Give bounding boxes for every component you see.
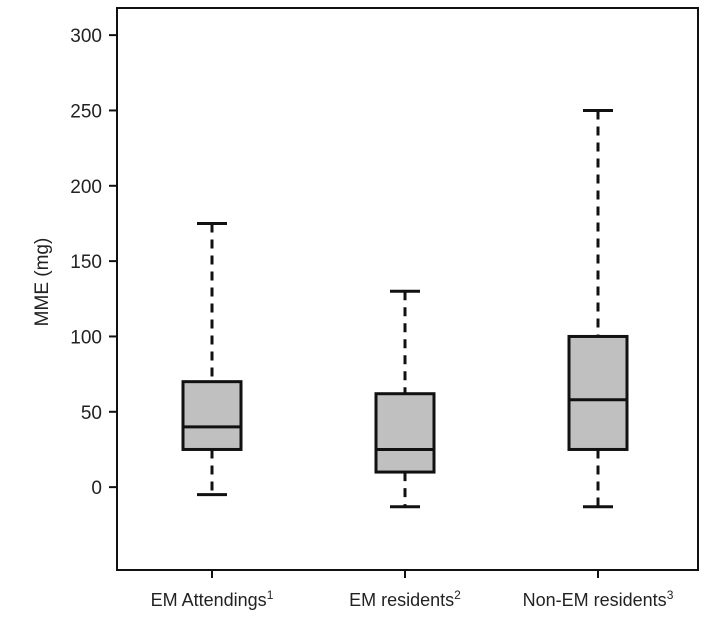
box-group-1 (181, 221, 243, 497)
x-tick-label-3: Non-EM residents3 (523, 588, 674, 610)
iqr-box (181, 380, 243, 451)
box-group-2 (374, 289, 436, 509)
x-tick-label-1: EM Attendings1 (151, 588, 274, 610)
y-tick-label-200: 200 (70, 177, 102, 198)
box-group-3 (567, 108, 629, 509)
y-tick-label-0: 0 (91, 478, 102, 499)
plot-frame (116, 7, 699, 571)
y-tick-label-100: 100 (70, 327, 102, 348)
y-tick-label-50: 50 (81, 403, 102, 424)
iqr-box (567, 334, 629, 451)
iqr-box (374, 392, 436, 474)
y-tick-label-300: 300 (70, 26, 102, 47)
x-tick-label-2: EM residents2 (349, 588, 461, 610)
y-axis-label: MME (mg) (32, 238, 53, 327)
y-tick-label-250: 250 (70, 101, 102, 122)
y-tick-label-150: 150 (70, 252, 102, 273)
